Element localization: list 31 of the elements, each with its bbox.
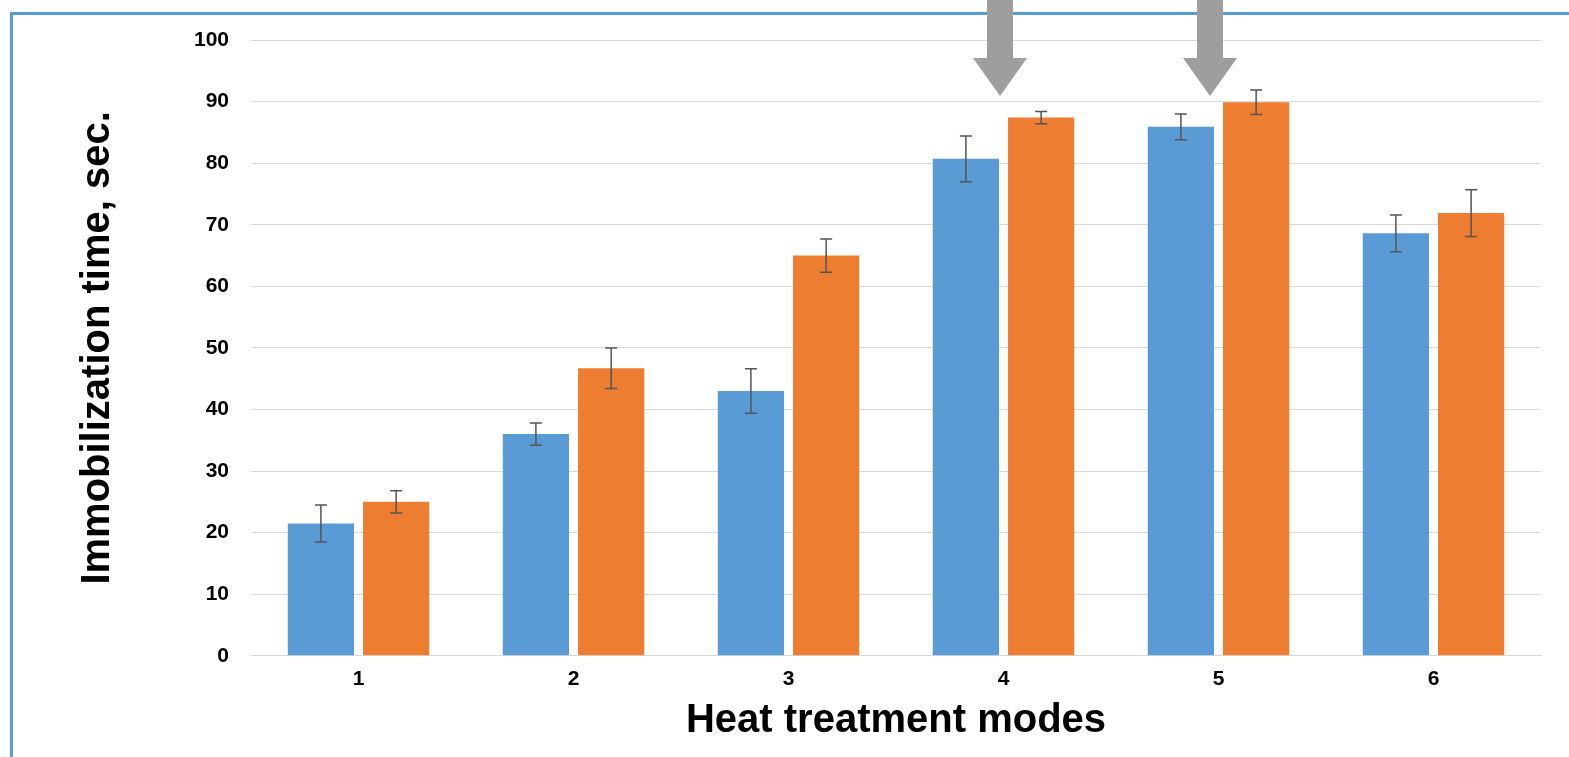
x-axis-title: Heat treatment modes: [685, 696, 1107, 741]
x-tick-label: 1: [352, 666, 365, 690]
bar: [793, 255, 860, 656]
bar: [1438, 213, 1505, 656]
y-tick-label: 70: [205, 211, 230, 235]
y-tick-label: 10: [205, 581, 230, 605]
y-tick-label: 100: [193, 26, 230, 50]
x-tick-label: 4: [997, 666, 1010, 690]
bar: [1008, 117, 1075, 656]
bar: [717, 391, 785, 656]
y-tick-label: 50: [205, 334, 230, 358]
y-tick-label: 80: [205, 149, 230, 173]
x-tick-label: 5: [1212, 666, 1225, 690]
bar: [287, 523, 355, 656]
y-tick-label: 0: [217, 642, 230, 666]
bar: [363, 501, 430, 656]
y-tick-label: 30: [205, 457, 230, 481]
x-tick-label: 2: [567, 666, 580, 690]
bar: [502, 434, 570, 656]
bar: [932, 158, 999, 656]
x-tick-label: 6: [1427, 666, 1440, 690]
y-tick-label: 20: [205, 519, 230, 543]
y-tick-label: 60: [205, 273, 230, 297]
bar: [578, 368, 645, 656]
y-axis-title: Immobilization time, sec.: [73, 111, 118, 585]
y-tick-label: 40: [205, 396, 230, 420]
bar: [1147, 126, 1214, 656]
bar: [1223, 102, 1290, 656]
x-tick-label: 3: [782, 666, 795, 690]
bar: [1362, 233, 1429, 656]
y-tick-label: 90: [205, 88, 230, 112]
